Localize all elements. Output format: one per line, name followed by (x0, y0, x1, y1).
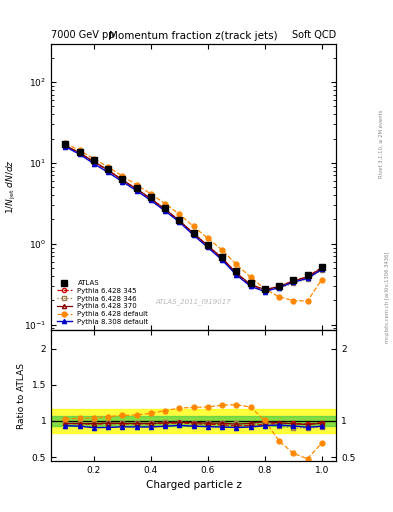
X-axis label: Charged particle z: Charged particle z (146, 480, 241, 490)
Y-axis label: $1/N_\mathrm{jet}\ dN/dz$: $1/N_\mathrm{jet}\ dN/dz$ (5, 160, 18, 215)
Y-axis label: Ratio to ATLAS: Ratio to ATLAS (17, 362, 26, 429)
Text: 7000 GeV pp: 7000 GeV pp (51, 30, 115, 40)
Legend: ATLAS, Pythia 6.428 345, Pythia 6.428 346, Pythia 6.428 370, Pythia 6.428 defaul: ATLAS, Pythia 6.428 345, Pythia 6.428 34… (55, 278, 151, 327)
Text: Soft QCD: Soft QCD (292, 30, 336, 40)
Bar (51, 416, 336, 426)
Text: mcplots.cern.ch [arXiv:1306.3436]: mcplots.cern.ch [arXiv:1306.3436] (385, 251, 389, 343)
Text: Rivet 3.1.10, ≥ 2M events: Rivet 3.1.10, ≥ 2M events (379, 109, 384, 178)
Text: ATLAS_2011_I919017: ATLAS_2011_I919017 (156, 298, 231, 305)
Title: Momentum fraction z(track jets): Momentum fraction z(track jets) (109, 31, 278, 41)
Bar (51, 409, 336, 433)
